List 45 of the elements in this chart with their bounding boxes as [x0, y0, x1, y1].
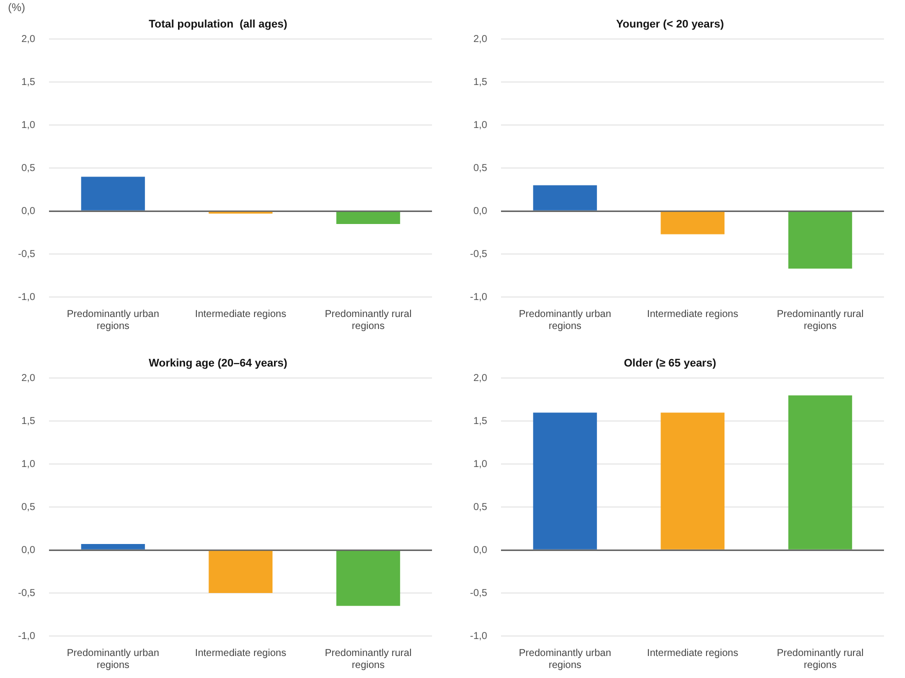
- x-tick-label: Intermediate regions: [195, 308, 286, 320]
- y-tick-label: -0,5: [470, 588, 488, 599]
- y-tick-label: 1,0: [473, 120, 488, 131]
- y-axis-title: (%): [8, 2, 26, 14]
- y-tick-label: 1,0: [21, 458, 36, 470]
- chart-title: Younger (< 20 years): [616, 18, 724, 31]
- y-tick-label: 0,5: [473, 502, 488, 513]
- x-tick-label: Predominantly urban regions: [66, 648, 160, 671]
- y-tick-label: 2,0: [21, 372, 36, 384]
- y-tick-label: 2,0: [21, 34, 36, 45]
- y-tick-label: 1,5: [473, 76, 488, 88]
- y-tick-label: -0,5: [18, 588, 36, 599]
- y-tick-label: 0,5: [21, 162, 36, 174]
- x-tick-label: Predominantly rural regions: [324, 648, 412, 671]
- y-tick-label: -1,0: [470, 630, 488, 642]
- y-tick-label: 0,5: [21, 502, 36, 513]
- x-tick-label: Intermediate regions: [647, 648, 738, 659]
- x-tick-label: Predominantly rural regions: [324, 308, 412, 332]
- y-tick-label: -1,0: [470, 292, 488, 303]
- x-tick-label: Predominantly urban regions: [518, 308, 612, 332]
- y-tick-label: 0,0: [473, 544, 488, 556]
- y-tick-label: 0,0: [21, 206, 36, 217]
- y-tick-label: 0,0: [473, 206, 488, 217]
- chart-title: Total population (all ages): [148, 18, 288, 31]
- y-tick-label: 0,5: [473, 162, 488, 174]
- x-tick-label: Predominantly rural regions: [776, 308, 864, 332]
- y-tick-label: 1,0: [21, 120, 36, 131]
- x-tick-label: Intermediate regions: [647, 308, 738, 320]
- y-tick-label: -0,5: [470, 248, 488, 260]
- y-tick-label: -1,0: [18, 630, 36, 642]
- chart-title: Working age (20–64 years): [148, 358, 288, 370]
- y-tick-label: -0,5: [18, 248, 36, 260]
- y-tick-label: -1,0: [18, 292, 36, 303]
- y-tick-label: 1,5: [21, 76, 36, 88]
- x-tick-label: Predominantly urban regions: [518, 648, 612, 671]
- y-tick-label: 1,0: [473, 458, 488, 470]
- y-tick-label: 1,5: [21, 416, 36, 427]
- x-tick-label: Intermediate regions: [195, 648, 286, 659]
- chart-title: Older (≥ 65 years): [624, 358, 716, 370]
- x-tick-label: Predominantly urban regions: [66, 308, 160, 332]
- y-tick-label: 0,0: [21, 544, 36, 556]
- y-tick-label: 2,0: [473, 34, 488, 45]
- x-tick-label: Predominantly rural regions: [776, 648, 864, 671]
- y-tick-label: 1,5: [473, 416, 488, 427]
- y-tick-label: 2,0: [473, 372, 488, 384]
